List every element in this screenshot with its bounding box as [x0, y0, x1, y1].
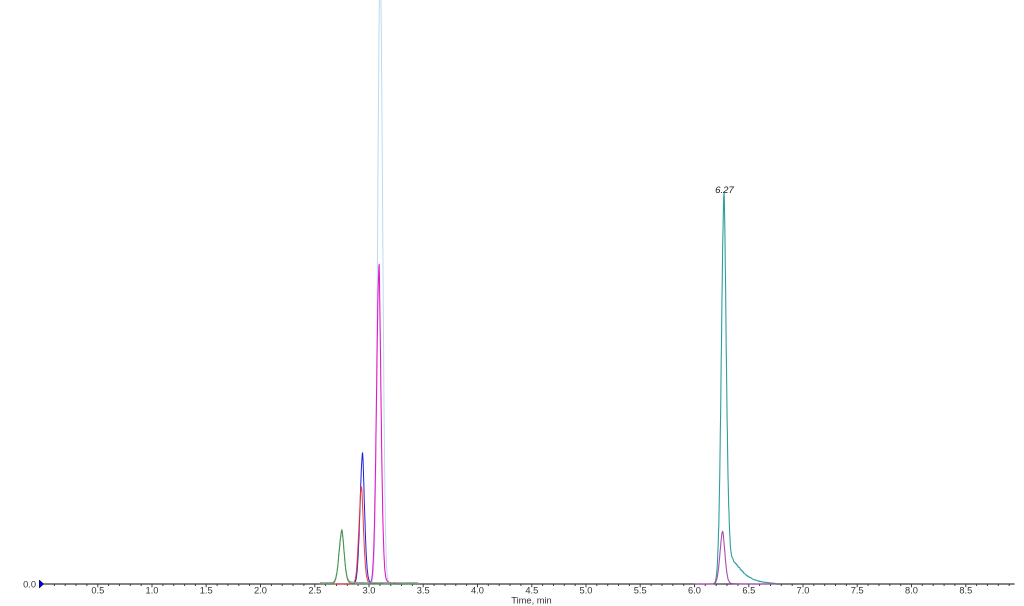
svg-text:6.27: 6.27 [715, 185, 734, 196]
svg-text:6.5: 6.5 [742, 586, 755, 596]
svg-text:7.5: 7.5 [851, 586, 864, 596]
svg-text:2.5: 2.5 [308, 586, 321, 596]
svg-text:3.5: 3.5 [417, 586, 430, 596]
svg-text:1.5: 1.5 [200, 586, 213, 596]
svg-text:4.5: 4.5 [525, 586, 538, 596]
svg-text:0.0: 0.0 [23, 579, 36, 589]
svg-text:0.5: 0.5 [91, 586, 104, 596]
svg-text:8.5: 8.5 [959, 586, 972, 596]
svg-text:8.0: 8.0 [905, 586, 918, 596]
svg-text:5.0: 5.0 [580, 586, 593, 596]
svg-text:7.0: 7.0 [797, 586, 810, 596]
svg-text:1.0: 1.0 [146, 586, 159, 596]
svg-text:6.0: 6.0 [688, 586, 701, 596]
svg-text:5.5: 5.5 [634, 586, 647, 596]
svg-text:3.0: 3.0 [363, 586, 376, 596]
svg-text:2.0: 2.0 [254, 586, 267, 596]
svg-text:4.0: 4.0 [471, 586, 484, 596]
svg-text:Time, min: Time, min [511, 595, 551, 605]
